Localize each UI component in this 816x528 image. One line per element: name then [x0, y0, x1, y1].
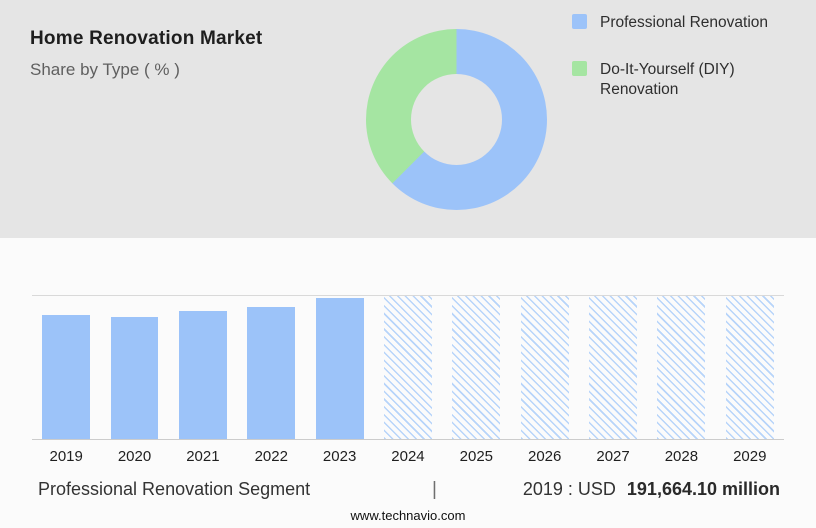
header-panel: Home Renovation Market Share by Type ( %…	[0, 0, 816, 238]
bar-chart	[32, 295, 784, 440]
axis-label-2023: 2023	[322, 448, 357, 465]
legend-label-professional: Professional Renovation	[600, 14, 769, 31]
bar-slot-2029	[716, 296, 784, 439]
legend-item-professional: Professional Renovation	[572, 13, 772, 33]
value-prefix: 2019 : USD	[522, 479, 616, 499]
axis-label-2026: 2026	[528, 448, 562, 465]
bar-slot-2026	[511, 296, 579, 439]
bar-slot-2020	[100, 296, 168, 439]
bar-slot-2025	[442, 296, 510, 439]
axis-label-2025: 2025	[459, 448, 494, 465]
axis-label-2027: 2027	[596, 448, 630, 465]
donut-hole	[411, 74, 502, 165]
axis-label-2021: 2021	[186, 448, 220, 465]
page-title: Home Renovation Market	[30, 28, 263, 49]
bar-slot-2021	[169, 296, 237, 439]
page-subtitle: Share by Type ( % )	[30, 60, 180, 79]
x-axis-labels: 2019 2020 2021 2022 2023 2024 2025 2026 2027 2028…	[32, 448, 784, 465]
caption-separator: |	[432, 479, 437, 500]
bar-2022	[247, 306, 296, 439]
legend-item-diy: Do-It-Yourself (DIY) Renovation	[572, 60, 772, 100]
bar-2027	[589, 296, 637, 439]
legend-label-diy: Do-It-Yourself (DIY) Renovation	[600, 61, 735, 99]
bar-2020	[110, 317, 159, 439]
legend-swatch-professional	[572, 14, 587, 29]
bar-2026	[520, 296, 569, 439]
axis-label-2020: 2020	[117, 448, 152, 465]
axis-label-2028: 2028	[664, 448, 699, 465]
bar-2023	[315, 298, 364, 439]
bar-2029	[725, 296, 774, 439]
donut-chart	[366, 29, 547, 210]
axis-label-2019: 2019	[49, 448, 83, 465]
bar-2024	[384, 296, 432, 439]
segment-caption: Professional Renovation Segment	[38, 479, 311, 499]
caption-row: Professional Renovation Segment | 2019 :…	[38, 479, 780, 500]
bar-2021	[178, 311, 227, 439]
bar-2028	[657, 296, 706, 439]
bar-slot-2028	[647, 296, 715, 439]
legend-swatch-diy	[572, 61, 587, 77]
axis-label-2022: 2022	[254, 448, 288, 465]
value-amount: 191,664.10 million	[626, 479, 780, 499]
bar-slot-2023	[305, 296, 373, 439]
bar-2025	[452, 296, 501, 439]
chart-legend: Professional Renovation Do-It-Yourself (…	[572, 13, 772, 100]
bar-slot-2019	[32, 296, 100, 439]
bar-slot-2022	[237, 296, 305, 439]
bar-slot-2027	[579, 296, 647, 439]
website-text: www.technavio.com	[350, 508, 466, 523]
value-caption: 2019 : USD 191,664.10 million	[523, 479, 780, 500]
axis-label-2024: 2024	[391, 448, 425, 465]
axis-label-2029: 2029	[733, 448, 767, 465]
bar-slot-2024	[374, 296, 442, 439]
bar-2019	[42, 314, 91, 439]
